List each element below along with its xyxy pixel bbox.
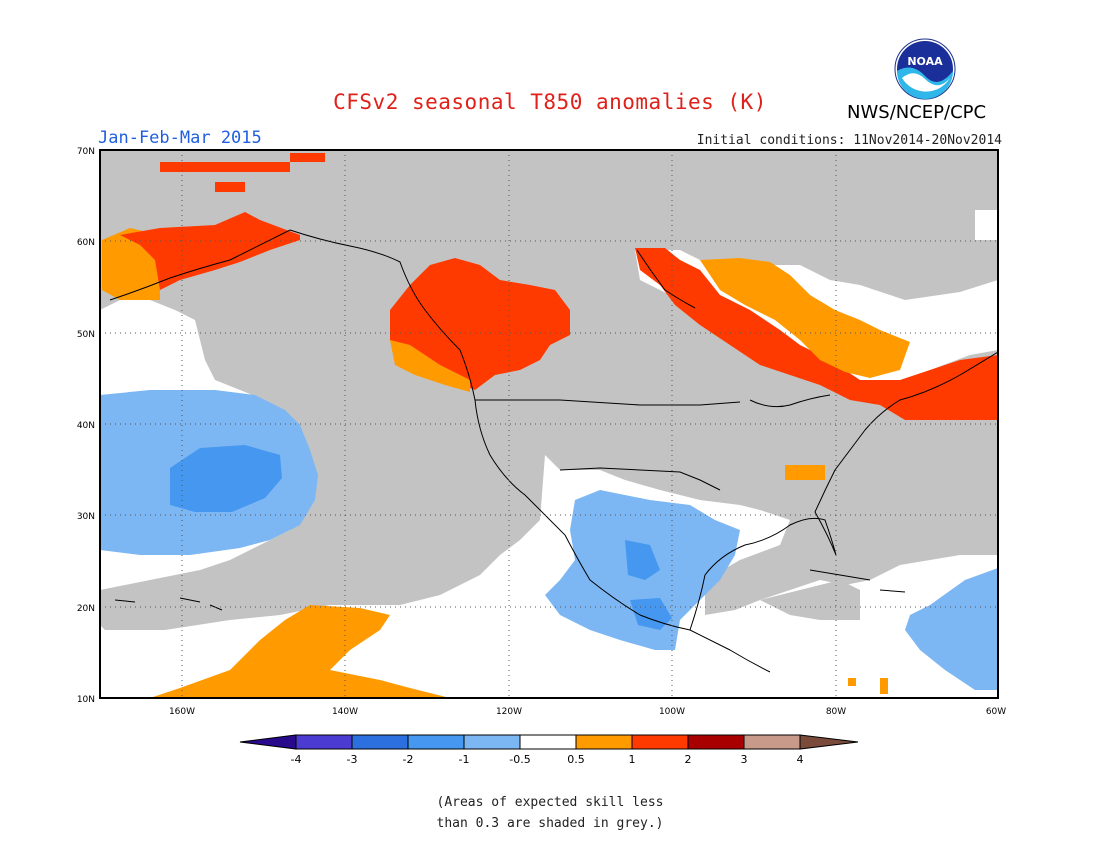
legend-label: -1 bbox=[459, 753, 470, 766]
warm-region bbox=[150, 605, 450, 698]
legend-swatch bbox=[575, 734, 633, 750]
legend-swatch bbox=[351, 734, 409, 750]
lon-label: 160W bbox=[169, 707, 195, 717]
grey-region bbox=[100, 150, 998, 630]
legend-label: 0.5 bbox=[567, 753, 585, 766]
cool-region bbox=[905, 568, 998, 690]
warm-region-red bbox=[215, 182, 245, 192]
lat-label: 20N bbox=[77, 604, 95, 614]
legend-label: -0.5 bbox=[509, 753, 530, 766]
cool-region-mid bbox=[625, 540, 660, 580]
skill-note: (Areas of expected skill less than 0.3 a… bbox=[0, 792, 1100, 834]
legend-swatch bbox=[687, 734, 745, 750]
legend-swatch bbox=[463, 734, 521, 750]
initial-conditions: Initial conditions: 11Nov2014-20Nov2014 bbox=[696, 133, 1002, 148]
lon-label: 80W bbox=[826, 707, 846, 717]
legend-label: -3 bbox=[347, 753, 358, 766]
legend-label: 4 bbox=[797, 753, 804, 766]
forecast-period: Jan-Feb-Mar 2015 bbox=[98, 128, 262, 148]
warm-region bbox=[848, 678, 856, 686]
lon-label: 100W bbox=[659, 707, 685, 717]
lon-label: 60W bbox=[986, 707, 1006, 717]
coastlines bbox=[109, 229, 998, 673]
legend-swatch bbox=[519, 734, 577, 750]
legend-swatch bbox=[239, 734, 297, 750]
lat-label: 60N bbox=[77, 238, 95, 248]
warm-region bbox=[390, 340, 470, 392]
map-area bbox=[100, 150, 998, 698]
cool-region-mid bbox=[630, 598, 672, 630]
skill-note-line: than 0.3 are shaded in grey.) bbox=[436, 816, 664, 831]
warm-region-red bbox=[390, 258, 570, 390]
legend-label: 3 bbox=[741, 753, 748, 766]
agency-label: NWS/NCEP/CPC bbox=[847, 102, 987, 123]
lon-label: 120W bbox=[496, 707, 522, 717]
noaa-logo: NOAA bbox=[894, 38, 956, 100]
warm-region-red bbox=[290, 153, 325, 162]
legend-swatch bbox=[407, 734, 465, 750]
logo-text: NOAA bbox=[907, 55, 943, 68]
lat-label: 30N bbox=[77, 512, 95, 522]
legend-swatch bbox=[799, 734, 859, 750]
legend-swatch bbox=[631, 734, 689, 750]
legend-label: -4 bbox=[291, 753, 302, 766]
color-legend bbox=[239, 734, 859, 750]
legend-label: -2 bbox=[403, 753, 414, 766]
lat-label: 50N bbox=[77, 330, 95, 340]
legend-labels: -4 -3 -2 -1 -0.5 0.5 1 2 3 4 bbox=[291, 753, 804, 766]
lon-label: 140W bbox=[332, 707, 358, 717]
skill-note-line: (Areas of expected skill less bbox=[436, 795, 664, 810]
warm-region-red bbox=[160, 162, 290, 172]
warm-region bbox=[700, 258, 910, 378]
lon-labels: 160W 140W 120W 100W 80W 60W bbox=[169, 707, 1006, 717]
lat-labels: 70N 60N 50N 40N 30N 20N 10N bbox=[77, 147, 95, 705]
lat-label: 10N bbox=[77, 695, 95, 705]
warm-region-red bbox=[635, 248, 998, 420]
grey-region bbox=[760, 580, 860, 620]
map-frame bbox=[99, 149, 999, 699]
warm-region bbox=[785, 465, 825, 480]
legend-label: 1 bbox=[629, 753, 636, 766]
legend-label: 2 bbox=[685, 753, 692, 766]
warm-region-red bbox=[120, 212, 300, 290]
cool-region-mid bbox=[170, 445, 282, 512]
warm-region bbox=[880, 678, 888, 694]
legend-swatch bbox=[295, 734, 353, 750]
legend-swatch bbox=[743, 734, 801, 750]
lat-label: 70N bbox=[77, 147, 95, 157]
lat-label: 40N bbox=[77, 421, 95, 431]
map-title: CFSv2 seasonal T850 anomalies (K) bbox=[333, 90, 767, 114]
